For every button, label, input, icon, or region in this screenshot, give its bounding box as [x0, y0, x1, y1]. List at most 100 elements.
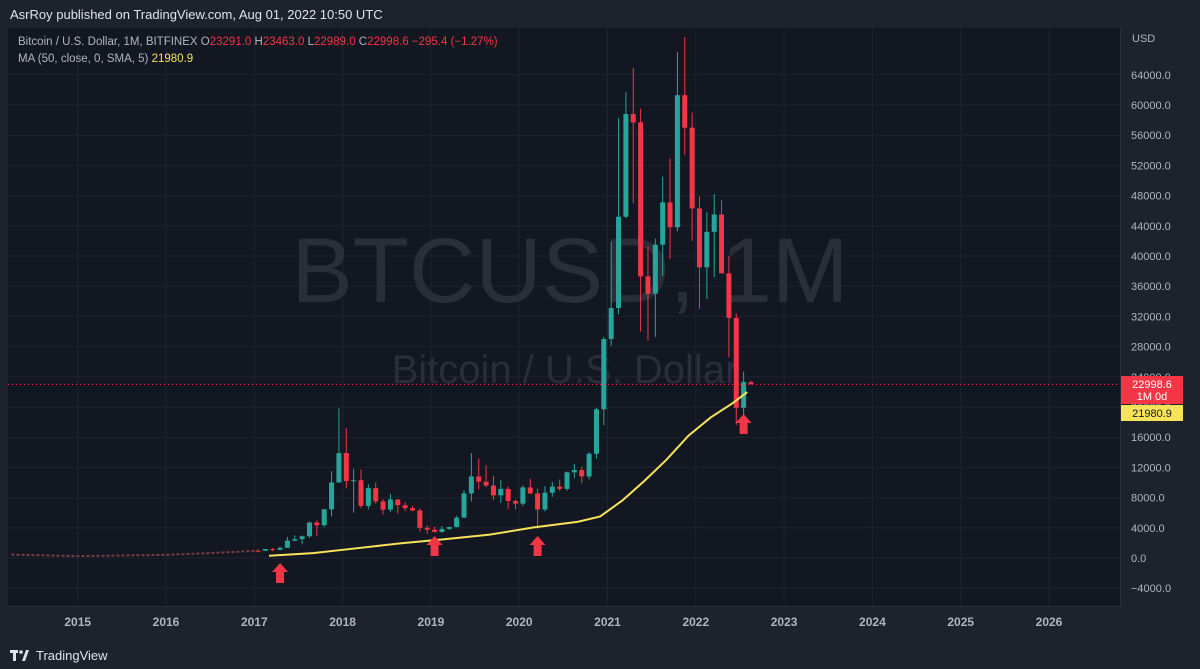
candle-body — [520, 487, 526, 504]
candle-body — [270, 549, 276, 551]
y-tick-label: 64000.0 — [1131, 70, 1171, 82]
candle-body — [645, 276, 651, 294]
price-axis[interactable]: −4000.00.04000.08000.012000.016000.02000… — [1131, 70, 1171, 595]
candle-body — [380, 501, 386, 510]
ma-value: 21980.9 — [151, 53, 194, 65]
y-tick-label: 28000.0 — [1131, 342, 1171, 354]
candle-body — [387, 499, 393, 510]
y-tick-label: 8000.0 — [1131, 493, 1165, 505]
candles — [255, 37, 754, 553]
candle-body — [726, 273, 732, 318]
tradingview-logo-icon — [10, 649, 29, 661]
y-tick-label: 16000.0 — [1131, 432, 1171, 444]
candle-body — [608, 308, 614, 340]
candle-body — [733, 317, 739, 408]
candle-body — [505, 488, 511, 501]
watermark-name: Bitcoin / U.S. Dollar — [392, 348, 739, 392]
x-tick-label: 2021 — [594, 615, 621, 629]
x-tick-label: 2026 — [1036, 615, 1063, 629]
timeframe-tag: 1M 0d — [1137, 391, 1168, 403]
candle-body — [696, 208, 702, 268]
candle-body — [262, 549, 268, 551]
candle-body — [630, 114, 636, 123]
candle-body — [586, 453, 592, 477]
candle-body — [395, 499, 401, 506]
candle-body — [601, 339, 607, 410]
high-label: H — [254, 36, 263, 48]
ma-tag-bg — [1121, 405, 1183, 421]
candle-body — [660, 202, 666, 245]
change-value: −295.4 (−1.27%) — [411, 36, 498, 48]
last-price-tag-bg — [1121, 376, 1183, 404]
candle-body — [719, 214, 725, 274]
axis-currency: USD — [1132, 33, 1156, 45]
open-value: 23291.0 — [209, 36, 252, 48]
candle-body — [402, 505, 408, 509]
candle-body — [410, 508, 416, 511]
watermark: BTCUSD, 1M Bitcoin / U.S. Dollar — [291, 220, 848, 392]
candle-body — [579, 470, 585, 477]
x-tick-label: 2016 — [153, 615, 180, 629]
candle-body — [439, 528, 445, 532]
candle-body — [557, 486, 563, 489]
brand[interactable]: TradingView — [10, 648, 108, 663]
candle-body — [513, 500, 519, 504]
low-label: L — [307, 36, 315, 48]
candle-body — [674, 95, 680, 228]
open-label: O — [200, 36, 210, 48]
candle-body — [321, 509, 327, 526]
grid — [8, 28, 1120, 605]
candle-body — [593, 409, 599, 454]
y-tick-label: 4000.0 — [1131, 523, 1165, 535]
candle-body — [476, 476, 482, 482]
ohlc-row: Bitcoin / U.S. Dollar, 1M, BITFINEX O232… — [18, 34, 498, 51]
published-by-text: AsrRoy published on TradingView.com, Aug… — [10, 7, 383, 22]
y-tick-label: 32000.0 — [1131, 311, 1171, 323]
candle-body — [336, 453, 342, 483]
candle-body — [638, 122, 644, 277]
x-tick-label: 2022 — [682, 615, 709, 629]
candle-body — [490, 485, 496, 496]
chart-pane[interactable] — [8, 28, 1121, 607]
x-tick-label: 2025 — [947, 615, 974, 629]
candle-body — [571, 470, 577, 473]
candle-body — [682, 95, 688, 128]
time-axis[interactable]: 2015 2016 2017 2018 2019 2020 2021 2022 2023 2024… — [64, 615, 1062, 629]
candle-body — [299, 536, 305, 540]
ma-series-line — [268, 391, 748, 557]
candle-body — [748, 382, 754, 385]
candle-body — [351, 480, 357, 482]
x-tick-label: 2017 — [241, 615, 268, 629]
x-tick-label: 2023 — [771, 615, 798, 629]
candle-body — [417, 510, 423, 528]
ma-label[interactable]: MA (50, close, 0, SMA, 5) — [18, 53, 149, 65]
candle-body — [358, 480, 364, 506]
candle-body — [277, 547, 283, 550]
candle-body — [542, 492, 548, 510]
x-tick-label: 2024 — [859, 615, 886, 629]
y-tick-label: 36000.0 — [1131, 281, 1171, 293]
candle-body — [343, 453, 349, 481]
candle-body — [564, 472, 570, 489]
candle-body — [483, 481, 489, 486]
candle-body — [373, 488, 379, 502]
candle-body — [689, 127, 695, 209]
y-tick-label: 40000.0 — [1131, 251, 1171, 263]
moving-average — [268, 391, 748, 557]
y-tick-label: 0.0 — [1131, 553, 1146, 565]
y-tick-label: −4000.0 — [1131, 583, 1171, 595]
y-tick-label: 48000.0 — [1131, 191, 1171, 203]
candle-body — [667, 202, 673, 228]
candle-body — [432, 529, 438, 532]
marker-arrows — [272, 414, 752, 583]
header-bar: AsrRoy published on TradingView.com, Aug… — [0, 0, 1200, 28]
close-value: 22998.6 — [367, 36, 409, 48]
y-tick-label: 52000.0 — [1131, 160, 1171, 172]
symbol-title[interactable]: Bitcoin / U.S. Dollar, 1M, BITFINEX — [18, 36, 198, 48]
candle-body — [527, 487, 533, 494]
ma-row: MA (50, close, 0, SMA, 5) 21980.9 — [18, 51, 498, 68]
candle-body — [365, 488, 371, 506]
y-tick-label: 56000.0 — [1131, 130, 1171, 142]
price-tags: 22998.6 1M 0d 21980.9 — [1121, 376, 1183, 421]
